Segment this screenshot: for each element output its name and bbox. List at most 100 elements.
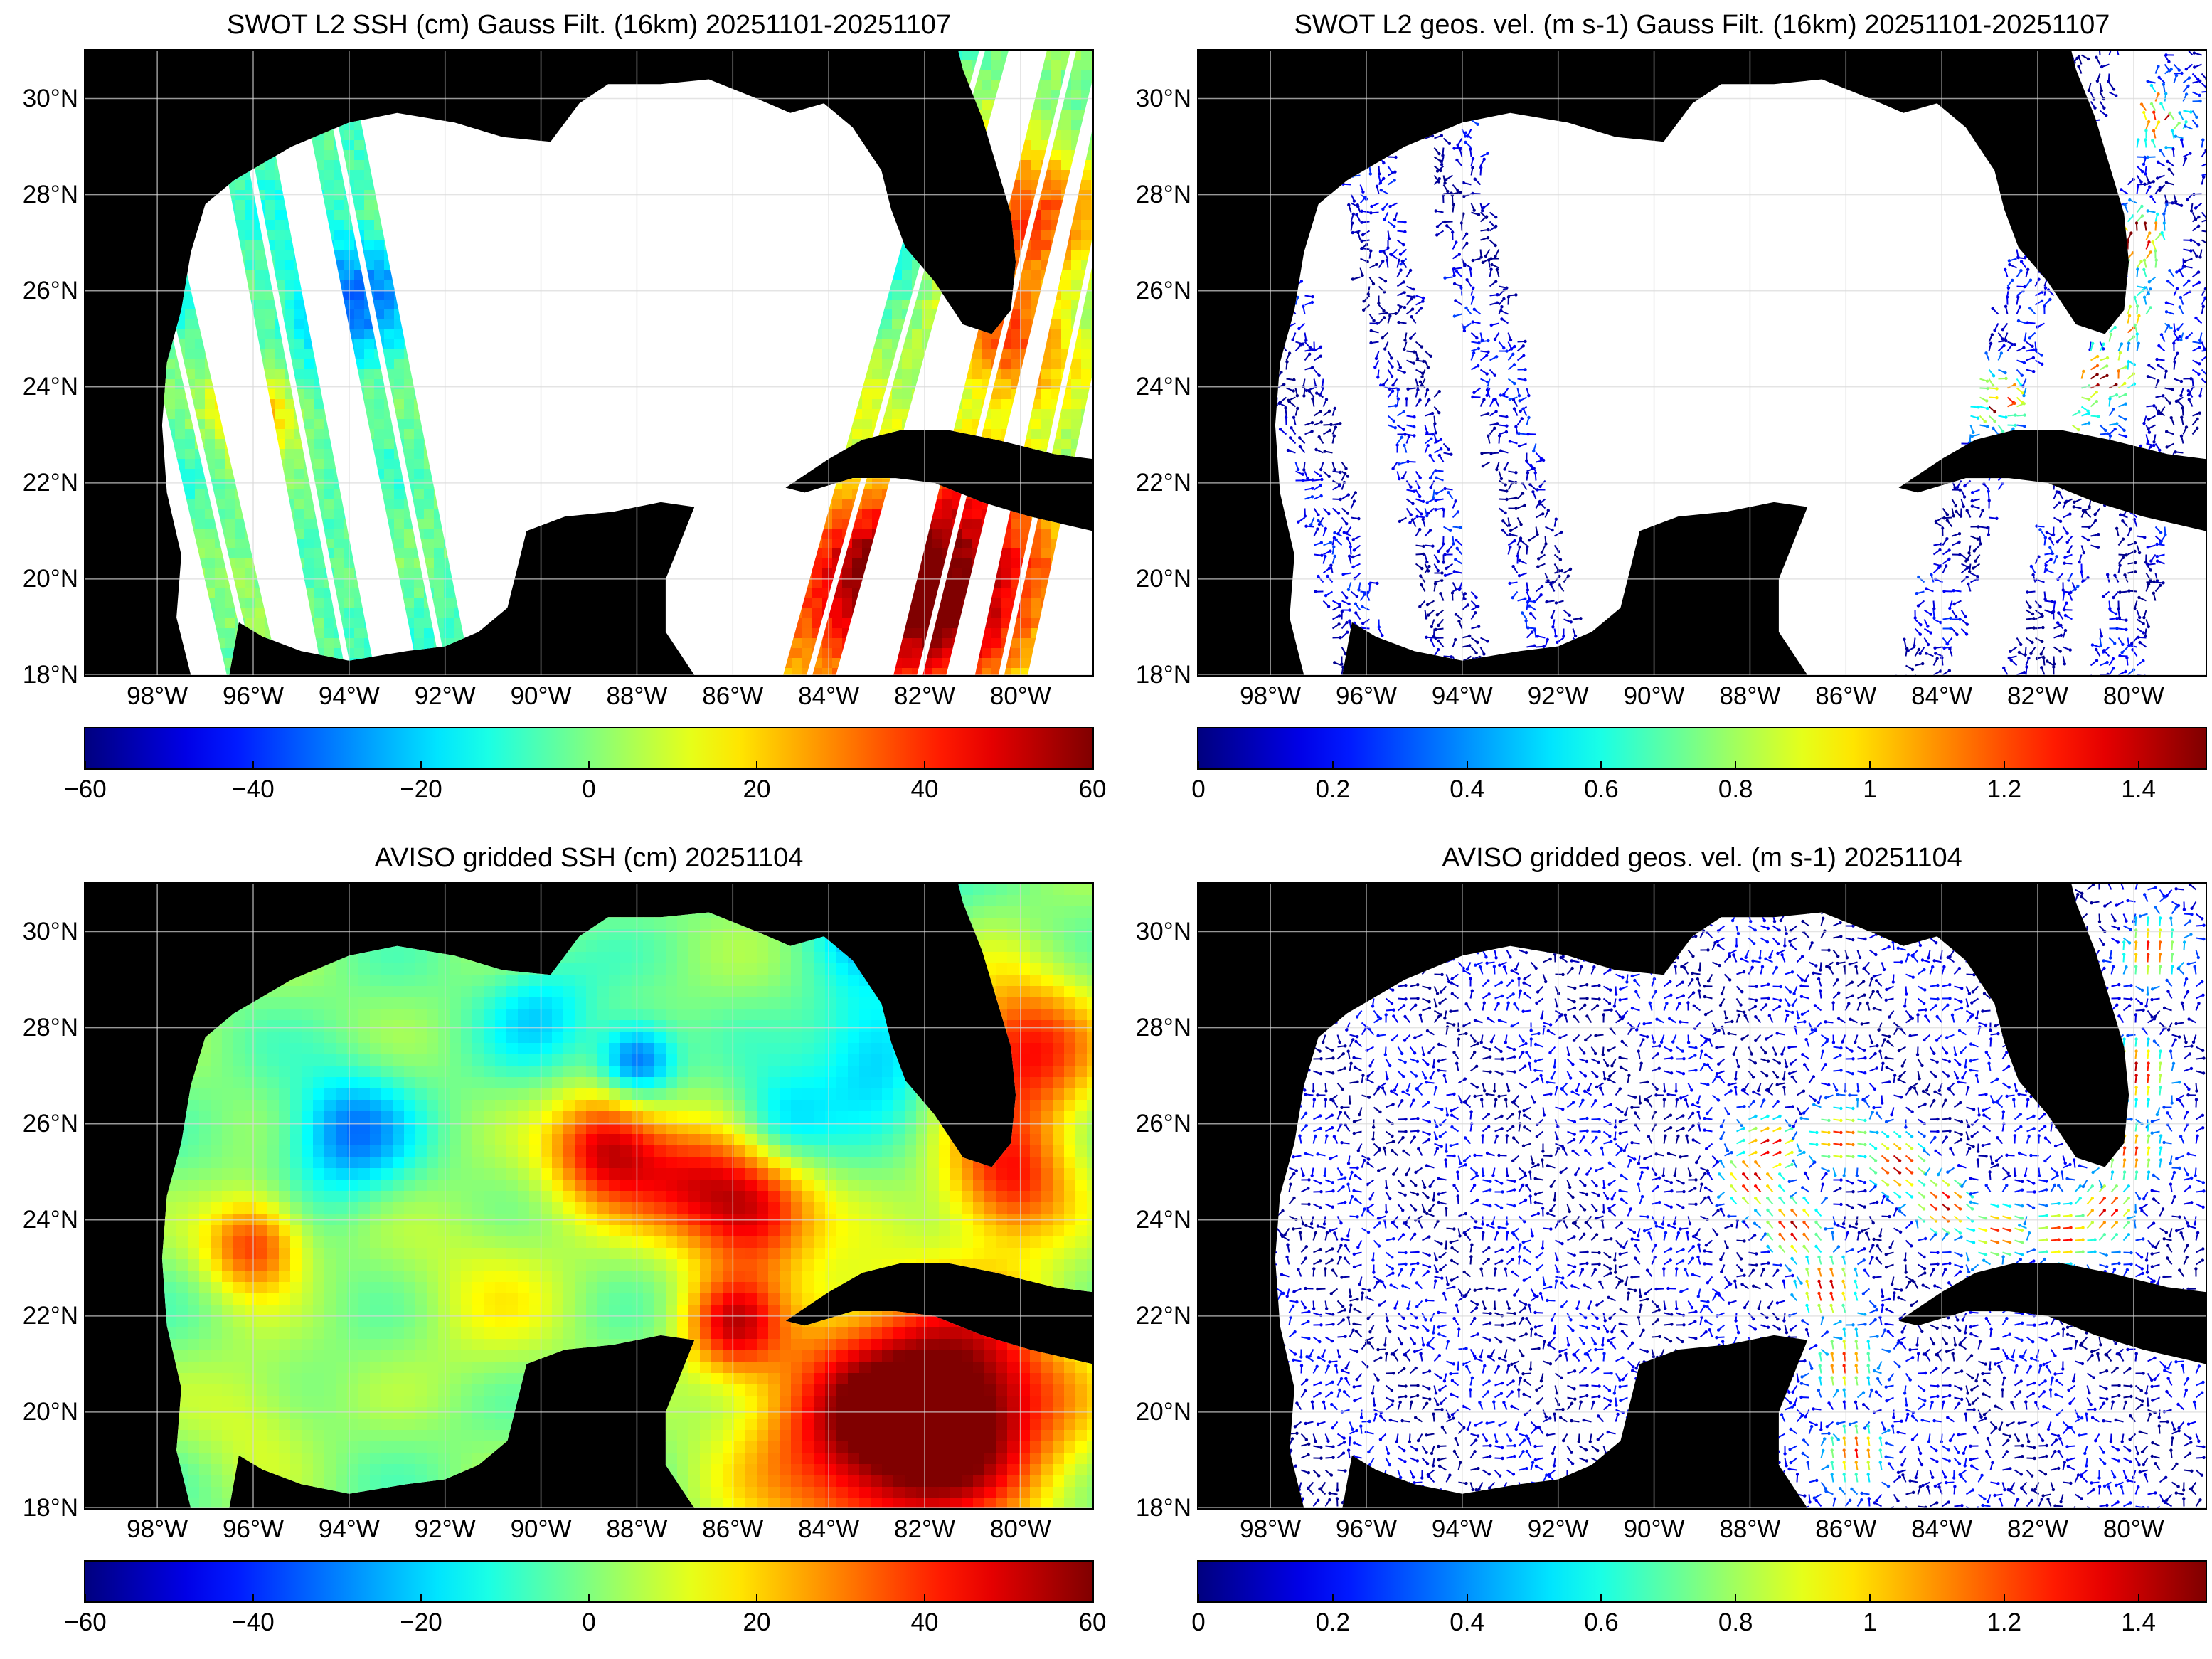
ssh-cell [235,628,245,639]
ssh-cell [404,429,415,440]
velocity-vector-head [1489,268,1492,271]
ssh-cell [982,479,992,489]
ssh-cell [1041,120,1052,131]
ssh-cell [125,250,136,260]
velocity-vector-head [1956,486,1959,489]
velocity-vector-head [1472,259,1474,262]
ssh-cell [922,578,932,589]
velocity-vector-head [1972,431,1974,434]
velocity-vector-head [1439,592,1442,595]
velocity-vector [1453,112,1456,120]
velocity-vector-head [1447,491,1450,494]
velocity-vector-head [1421,300,1424,302]
velocity-vector-head [1952,603,1955,605]
ssh-cell [324,638,335,649]
ssh-cell [1031,120,1042,131]
ssh-cell [275,419,285,430]
velocity-vector [1214,129,1221,132]
ssh-cell [354,110,365,121]
ssh-cell [962,130,972,141]
ssh-cell [1071,110,1082,121]
ssh-cell [1031,160,1042,171]
lat-label: 22°N [0,469,78,497]
ssh-cell [235,578,245,589]
velocity-vector-head [1289,436,1292,439]
ssh-cell [912,618,922,629]
ssh-cell [115,130,126,141]
ssh-cell [334,220,345,230]
ssh-cell [912,160,922,171]
ssh-cell [1021,499,1032,509]
ssh-cell [294,60,305,71]
velocity-vector [1259,176,1263,183]
ssh-cell [285,469,295,479]
ssh-cell [1001,230,1012,240]
velocity-vector [1275,223,1277,231]
ssh-cell [145,170,156,181]
velocity-vector-head [1341,183,1344,186]
velocity-vector-head [1519,546,1521,548]
ssh-cell [135,250,146,260]
velocity-vector-head [1437,152,1440,155]
ssh-cell [165,349,176,360]
ssh-cell [145,379,156,390]
velocity-vector-head [1536,565,1539,568]
velocity-vector-head [1310,430,1313,433]
ssh-cell [175,270,186,280]
velocity-vector-head [1246,166,1249,169]
velocity-vector-head [1381,260,1384,263]
ssh-cell [145,80,156,91]
ssh-cell [215,568,225,579]
ssh-cell [364,240,375,250]
ssh-cell [882,429,893,440]
ssh-cell [982,638,992,649]
ssh-cell [125,170,136,181]
velocity-vector-head [1481,209,1484,212]
velocity-vector-head [1361,160,1364,163]
ssh-cell [932,648,942,659]
velocity-vector-head [1509,529,1512,532]
velocity-vector-head [1574,635,1577,637]
velocity-vector-head [1489,257,1492,260]
ssh-cell [135,200,146,211]
ssh-cell [1021,180,1032,191]
velocity-vector-head [1521,611,1524,614]
velocity-vector-head [1280,273,1282,276]
ssh-cell [822,558,833,569]
velocity-vector-head [1267,283,1270,286]
ssh-cell [275,369,285,380]
velocity-vector-head [1949,627,1952,630]
ssh-cell [275,130,285,141]
velocity-vector [1245,253,1250,259]
ssh-cell [324,51,335,61]
ssh-cell [255,100,265,111]
velocity-vector-head [1320,420,1323,423]
colorbar-tick-label: −40 [211,775,296,804]
ssh-cell [324,509,335,519]
velocity-vector [1370,137,1378,138]
ssh-cell [285,409,295,420]
ssh-cell [324,459,335,470]
velocity-vector-head [1311,366,1314,369]
velocity-vector-head [1280,371,1282,373]
ssh-cell [982,240,992,250]
ssh-cell [942,80,952,91]
velocity-vector-head [1522,344,1525,347]
ssh-cell [862,439,873,450]
ssh-cell [1081,230,1092,240]
ssh-cell [952,558,962,569]
ssh-cell [942,439,952,450]
velocity-vector [1567,652,1573,657]
ssh-cell [354,51,365,61]
velocity-vector-head [1427,444,1430,447]
ssh-cell [155,379,166,390]
ssh-cell [145,309,156,320]
ssh-cell [105,100,116,111]
velocity-vector-head [1280,198,1283,201]
ssh-cell [972,160,982,171]
ssh-cell [1041,359,1052,370]
velocity-vector-head [1479,656,1482,659]
ssh-cell [982,359,992,370]
ssh-cell [942,519,952,529]
ssh-cell [424,548,435,559]
